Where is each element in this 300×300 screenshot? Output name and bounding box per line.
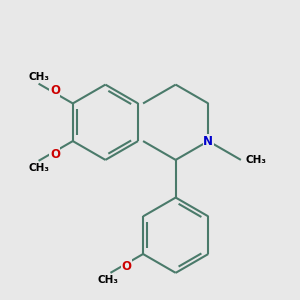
- Text: O: O: [50, 148, 60, 161]
- Text: CH₃: CH₃: [246, 155, 267, 165]
- Text: N: N: [203, 135, 213, 148]
- Text: CH₃: CH₃: [28, 163, 49, 173]
- Text: O: O: [50, 84, 60, 97]
- Text: CH₃: CH₃: [98, 275, 119, 285]
- Text: O: O: [122, 260, 132, 273]
- Text: CH₃: CH₃: [28, 72, 49, 82]
